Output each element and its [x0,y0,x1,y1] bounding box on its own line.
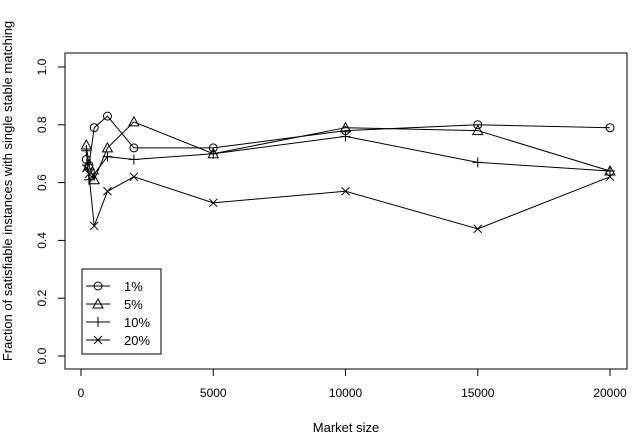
data-point [605,166,615,177]
legend-label: 20% [124,333,150,348]
x-tick-label: 10000 [329,386,363,400]
y-axis: 0.0 0.2 0.4 0.6 0.8 1.0 [35,58,66,364]
data-point [129,172,139,182]
data-point [81,145,92,156]
data-point [89,168,100,179]
series-line [85,135,611,181]
data-point [89,123,99,133]
series-2 [80,115,616,185]
data-point [128,115,140,127]
legend-entry: 5% [86,297,143,312]
series-line [85,167,611,230]
data-point [605,123,615,133]
data-point [473,224,483,234]
x-tick-label: 0 [78,386,85,400]
series-layer [80,111,616,234]
data-point [83,159,95,170]
y-tick-label: 0.2 [35,290,49,307]
series-3 [81,131,615,185]
series-1 [81,111,615,170]
data-point [473,120,483,130]
data-point [340,131,351,142]
data-point [102,111,112,121]
legend-marker [93,335,103,345]
series-line [85,115,611,168]
legend-entry: 10% [86,315,150,330]
y-tick-label: 0.0 [35,347,49,364]
y-axis-title: Fraction of satisfiable instances with s… [0,21,15,361]
x-tick-label: 20000 [593,386,627,400]
y-tick-label: 0.6 [35,174,49,191]
series-4 [81,163,615,234]
legend-entry: 20% [86,333,150,348]
data-point [89,221,99,231]
x-tick-label: 5000 [200,386,227,400]
data-point [129,143,139,153]
legend-marker [93,281,103,291]
data-point [103,186,112,196]
data-point [102,151,113,162]
data-point [605,172,615,182]
data-point [128,154,139,165]
data-point [84,169,94,179]
data-point [472,157,483,168]
x-axis-title: Market size [313,420,379,434]
data-point [208,198,218,208]
series-line [85,121,611,182]
legend-label: 10% [124,315,150,330]
legend-label: 1% [124,279,143,294]
data-point [471,124,484,136]
x-tick-label: 15000 [461,386,495,400]
legend-label: 5% [124,297,143,312]
y-tick-label: 0.8 [35,116,49,133]
y-tick-label: 0.4 [35,232,49,249]
x-axis: 0 5000 10000 15000 20000 [78,368,627,400]
legend-marker [92,297,104,309]
data-point [208,148,219,159]
legend-entry: 1% [86,279,143,294]
y-tick-label: 1.0 [35,58,49,75]
legend-marker [93,317,103,327]
data-point [81,163,91,173]
data-point [341,186,350,196]
legend: 1% 5% 10% 20% [81,268,162,355]
